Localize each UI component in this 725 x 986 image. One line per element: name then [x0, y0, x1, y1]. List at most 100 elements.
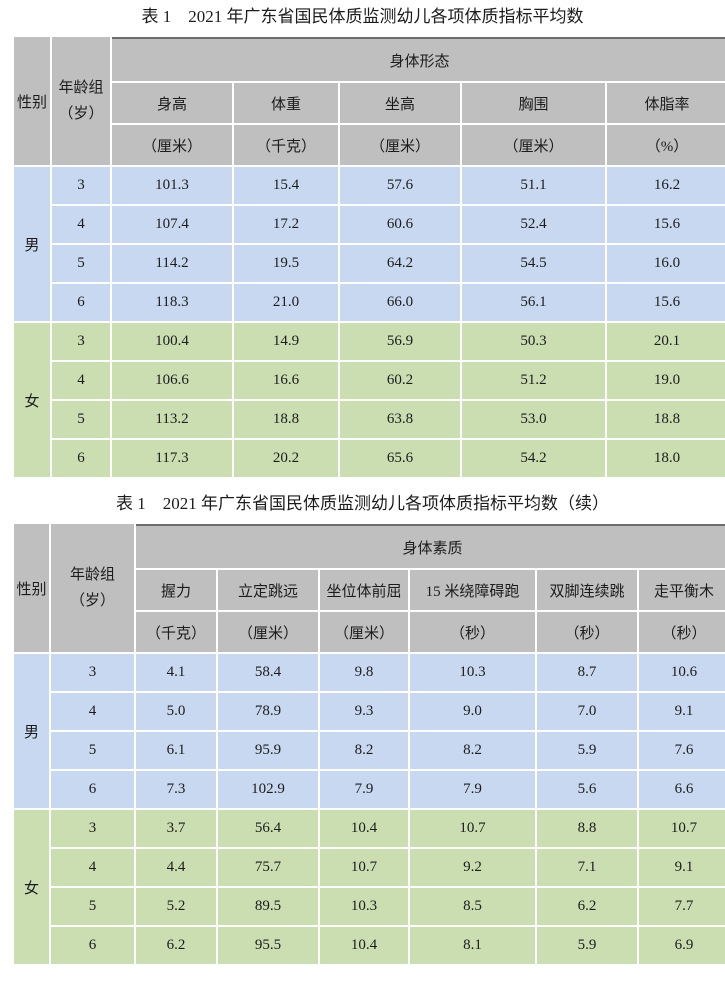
value-cell: 16.6	[234, 362, 338, 399]
value-cell: 9.3	[320, 693, 408, 730]
age-group-unit: （岁）	[58, 106, 104, 122]
value-cell: 52.4	[462, 206, 605, 243]
age-cell: 6	[52, 440, 110, 477]
table-body-fitness: 性别 年龄组 （岁） 身体素质 握力 立定跳远 坐位体前屈 15 米绕障碍跑 双脚连续跳 走平衡木…	[12, 522, 725, 966]
table-row: 5 113.2 18.8 63.8 53.0 18.8	[14, 401, 725, 438]
value-cell: 9.1	[639, 693, 725, 730]
value-cell: 10.3	[320, 888, 408, 925]
measure-unit-header: （千克）	[136, 612, 216, 652]
value-cell: 10.6	[639, 654, 725, 691]
table-2-title: 表 1 2021 年广东省国民体质监测幼儿各项体质指标平均数（续）	[116, 494, 609, 513]
value-cell: 5.0	[136, 693, 216, 730]
value-cell: 63.8	[340, 401, 460, 438]
gender-column-header: 性别	[14, 524, 49, 652]
age-cell: 4	[52, 206, 110, 243]
measure-name-header: 立定跳远	[218, 570, 318, 610]
value-cell: 6.2	[136, 927, 216, 964]
age-cell: 3	[52, 323, 110, 360]
measure-name-header: 体脂率	[607, 83, 725, 123]
gender-cell: 女	[14, 323, 50, 477]
measure-unit-header: （秒）	[410, 612, 535, 652]
measure-name-header: 握力	[136, 570, 216, 610]
value-cell: 18.0	[607, 440, 725, 477]
value-cell: 89.5	[218, 888, 318, 925]
value-cell: 9.2	[410, 849, 535, 886]
value-cell: 102.9	[218, 771, 318, 808]
gender-cell: 女	[14, 810, 49, 964]
value-cell: 8.1	[410, 927, 535, 964]
value-cell: 4.4	[136, 849, 216, 886]
value-cell: 75.7	[218, 849, 318, 886]
measure-name-header: 坐位体前屈	[320, 570, 408, 610]
value-cell: 114.2	[112, 245, 232, 282]
measure-unit-header: （千克）	[234, 125, 338, 165]
table-body-morphology: 性别 年龄组 （岁） 身体形态 身高 体重 坐高 胸围 体脂率 （厘米） （千克） （厘米） （厘米）（…	[12, 35, 725, 479]
value-cell: 106.6	[112, 362, 232, 399]
value-cell: 15.6	[607, 284, 725, 321]
value-cell: 7.1	[537, 849, 637, 886]
value-cell: 20.1	[607, 323, 725, 360]
table-row: 4 4.4 75.7 10.7 9.2 7.1 9.1	[14, 849, 725, 886]
value-cell: 9.0	[410, 693, 535, 730]
value-cell: 6.9	[639, 927, 725, 964]
value-cell: 50.3	[462, 323, 605, 360]
value-cell: 10.4	[320, 927, 408, 964]
measure-unit-header: （厘米）	[218, 612, 318, 652]
value-cell: 117.3	[112, 440, 232, 477]
value-cell: 6.2	[537, 888, 637, 925]
age-group-unit: （岁）	[69, 593, 115, 609]
value-cell: 19.5	[234, 245, 338, 282]
table-row: 男 3 4.1 58.4 9.8 10.3 8.7 10.6	[14, 654, 725, 808]
value-cell: 7.0	[537, 693, 637, 730]
measure-group-header: 身体形态	[112, 37, 725, 81]
age-cell: 6	[51, 771, 134, 808]
value-cell: 6.1	[136, 732, 216, 769]
gender-cell: 男	[14, 654, 49, 808]
value-cell: 21.0	[234, 284, 338, 321]
measure-unit-header: （秒）	[639, 612, 725, 652]
value-cell: 51.2	[462, 362, 605, 399]
age-cell: 4	[51, 849, 134, 886]
age-cell: 5	[51, 732, 134, 769]
measure-unit-header: （厘米）	[340, 125, 460, 165]
value-cell: 6.6	[639, 771, 725, 808]
value-cell: 56.9	[340, 323, 460, 360]
age-group-column-header: 年龄组 （岁）	[51, 524, 134, 652]
age-cell: 5	[52, 245, 110, 282]
value-cell: 10.7	[639, 810, 725, 847]
measure-name-header: 双脚连续跳	[537, 570, 637, 610]
measure-unit-header: （秒）	[537, 612, 637, 652]
age-cell: 3	[51, 654, 134, 691]
value-cell: 8.5	[410, 888, 535, 925]
value-cell: 10.7	[320, 849, 408, 886]
measure-unit-header: （厘米）	[462, 125, 605, 165]
gender-column-header: 性别	[14, 37, 50, 165]
value-cell: 56.4	[218, 810, 318, 847]
value-cell: 65.6	[340, 440, 460, 477]
document-page: 表 1 2021 年广东省国民体质监测幼儿各项体质指标平均数 性别 年龄组 （岁）身…	[12, 7, 725, 966]
value-cell: 56.1	[462, 284, 605, 321]
measure-name-header: 坐高	[340, 83, 460, 123]
age-cell: 6	[52, 284, 110, 321]
table-row: 5 114.2 19.5 64.2 54.5 16.0	[14, 245, 725, 282]
value-cell: 54.2	[462, 440, 605, 477]
value-cell: 10.4	[320, 810, 408, 847]
value-cell: 66.0	[340, 284, 460, 321]
measure-name-header: 体重	[234, 83, 338, 123]
age-cell: 6	[51, 927, 134, 964]
table-row: 5 5.2 89.5 10.3 8.5 6.2 7.7	[14, 888, 725, 925]
measure-unit-header: （%）	[607, 125, 725, 165]
value-cell: 5.2	[136, 888, 216, 925]
table-1-title: 表 1 2021 年广东省国民体质监测幼儿各项体质指标平均数	[141, 7, 584, 26]
age-group-label: 年龄组	[69, 567, 115, 583]
value-cell: 100.4	[112, 323, 232, 360]
age-group-column-header: 年龄组 （岁）	[52, 37, 110, 165]
value-cell: 18.8	[234, 401, 338, 438]
age-cell: 5	[51, 888, 134, 925]
value-cell: 95.5	[218, 927, 318, 964]
value-cell: 9.8	[320, 654, 408, 691]
table-2-container: 性别 年龄组 （岁） 身体素质 握力 立定跳远 坐位体前屈 15 米绕障碍跑 双脚连续跳 走平衡木…	[12, 522, 725, 966]
value-cell: 10.7	[410, 810, 535, 847]
measure-name-header: 走平衡木	[639, 570, 725, 610]
table-row: 6 7.3 102.9 7.9 7.9 5.6 6.6	[14, 771, 725, 808]
